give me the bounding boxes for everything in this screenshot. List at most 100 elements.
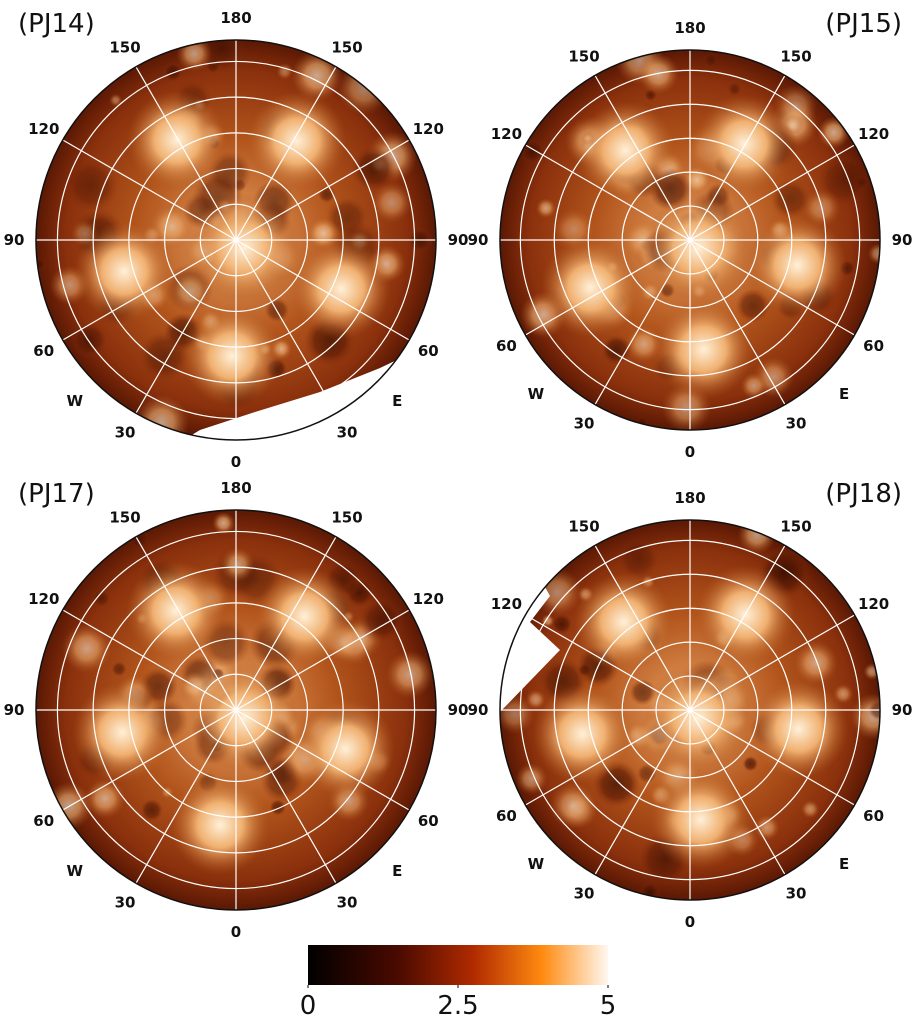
grid-label: 30 <box>574 885 595 903</box>
grid-label: 90 <box>4 231 25 249</box>
texture <box>276 63 293 80</box>
grid-label: 60 <box>863 807 884 825</box>
grid-label: E <box>392 392 402 410</box>
panel-label: (PJ18) <box>825 479 902 509</box>
grid-label: W <box>528 385 545 403</box>
circumpolar-vortex <box>694 94 794 194</box>
grid-label: 0 <box>685 913 695 931</box>
colorbar-tick-label: 2.5 <box>437 991 478 1019</box>
grid-label: 90 <box>448 231 469 249</box>
grid-label: W <box>528 855 545 873</box>
texture <box>62 624 112 674</box>
grid-label: W <box>67 862 84 880</box>
central-vortex <box>189 663 299 773</box>
texture <box>640 882 661 903</box>
texture <box>794 641 839 686</box>
texture <box>818 116 850 148</box>
colorbar-tick-label: 5 <box>600 991 617 1019</box>
grid-label: 120 <box>28 120 59 138</box>
circumpolar-vortex <box>127 90 227 190</box>
grid-label: 90 <box>892 231 913 249</box>
grid-label: W <box>67 392 84 410</box>
grid-label: 180 <box>220 9 251 27</box>
grid-label: 120 <box>858 595 889 613</box>
grid-label: 150 <box>331 509 362 527</box>
grid-label: 60 <box>496 807 517 825</box>
colorbar-tick-label: 0 <box>300 991 317 1019</box>
grid-label: 90 <box>448 701 469 719</box>
texture <box>163 62 183 82</box>
panel-label: (PJ15) <box>825 9 902 39</box>
grid-label: 60 <box>418 342 439 360</box>
circumpolar-vortex <box>295 699 395 799</box>
grid-label: 60 <box>33 812 54 830</box>
colorbar <box>308 945 608 985</box>
grid-label: E <box>392 862 402 880</box>
grid-label: 150 <box>780 517 811 535</box>
texture <box>359 598 403 642</box>
polar-panel: 1801501501201209090606030300WE(PJ15) <box>468 9 913 461</box>
grid-label: 120 <box>413 590 444 608</box>
grid-label: 90 <box>892 701 913 719</box>
page: 1801501501201209090606030300WE(PJ14)1801… <box>0 0 919 1019</box>
texture <box>71 322 108 359</box>
grid-label: 30 <box>115 893 136 911</box>
central-vortex <box>643 663 753 773</box>
grid-label: 120 <box>491 595 522 613</box>
central-vortex <box>643 193 753 303</box>
texture <box>728 82 742 96</box>
circumpolar-vortex <box>126 561 226 661</box>
grid-label: 60 <box>863 337 884 355</box>
texture <box>550 782 597 829</box>
grid-label: 150 <box>568 47 599 65</box>
circumpolar-vortex <box>747 215 847 315</box>
grid-label: 150 <box>568 517 599 535</box>
polar-panel: 180 150 150 120 120 90 90 60 60 30 30 0 W E (PJ18) <box>468 479 913 931</box>
texture <box>703 52 718 67</box>
circumpolar-vortex <box>651 770 751 870</box>
circumpolar-vortex <box>654 299 754 399</box>
circumpolar-vortex <box>576 101 676 201</box>
grid-label: E <box>839 385 849 403</box>
circumpolar-vortex <box>541 238 641 338</box>
central-vortex <box>189 193 299 303</box>
grid-label: 90 <box>468 701 489 719</box>
texture <box>386 650 434 698</box>
grid-label: 30 <box>786 885 807 903</box>
grid-label: 150 <box>109 509 140 527</box>
texture <box>738 515 777 554</box>
circumpolar-vortex <box>532 684 632 784</box>
texture <box>140 799 163 822</box>
grid-label: 90 <box>468 231 489 249</box>
grid-label: 180 <box>674 489 705 507</box>
grid-label: 180 <box>674 19 705 37</box>
circumpolar-vortex <box>247 91 347 191</box>
texture <box>516 763 548 795</box>
grid-label: 60 <box>496 337 517 355</box>
grid-label: 120 <box>491 125 522 143</box>
grid-label: 30 <box>574 415 595 433</box>
grid-label: 0 <box>685 443 695 461</box>
grid-label: 60 <box>418 812 439 830</box>
texture <box>771 179 810 218</box>
grid-label: 60 <box>33 342 54 360</box>
circumpolar-vortex <box>749 679 849 779</box>
panel-label: (PJ17) <box>18 479 95 509</box>
grid-label: 120 <box>413 120 444 138</box>
circumpolar-vortex <box>170 775 270 875</box>
texture <box>520 139 545 164</box>
texture <box>743 756 758 771</box>
grid-label: E <box>839 855 849 873</box>
figure: 1801501501201209090606030300WE(PJ14)1801… <box>0 0 919 1019</box>
grid-label: 0 <box>231 453 241 471</box>
texture <box>112 662 127 677</box>
texture <box>270 799 286 815</box>
grid-label: 30 <box>337 423 358 441</box>
polar-panel: 1801501501201209090606030300WE(PJ14) <box>4 9 469 471</box>
circumpolar-vortex <box>182 306 282 406</box>
polar-image <box>500 36 889 433</box>
grid-label: 150 <box>109 39 140 57</box>
grid-label: 180 <box>220 479 251 497</box>
grid-label: 120 <box>28 590 59 608</box>
